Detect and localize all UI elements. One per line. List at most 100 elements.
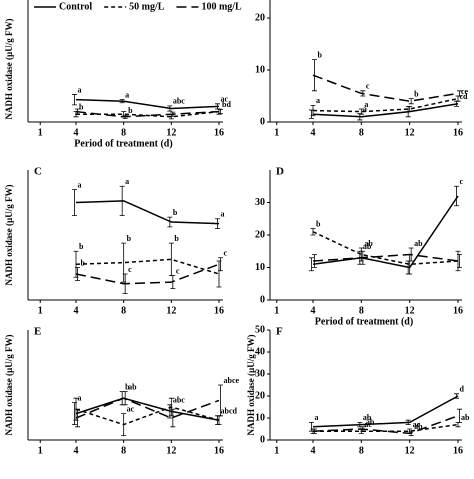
x-tick-label: 4 xyxy=(311,305,316,316)
y-tick-label: 10 xyxy=(255,262,265,273)
significance-letter: a xyxy=(315,413,319,422)
legend-label: 50 mg/L xyxy=(129,1,165,12)
significance-letter: ac xyxy=(127,404,135,413)
x-tick-label: 8 xyxy=(359,127,364,138)
series-line xyxy=(75,397,220,419)
error-bar xyxy=(122,273,128,294)
significance-letter: a xyxy=(221,210,225,219)
x-axis-title: Period of treatment (d) xyxy=(315,316,413,327)
significance-letter: ab xyxy=(366,418,375,427)
error-bar xyxy=(119,185,125,216)
significance-letter: a xyxy=(78,180,82,189)
error-bar xyxy=(312,59,317,92)
error-bar xyxy=(167,216,173,228)
legend-label: Control xyxy=(59,1,92,12)
series-line xyxy=(312,103,459,118)
x-tick-label: 8 xyxy=(121,305,126,316)
y-tick-label: 0 xyxy=(260,434,265,445)
x-tick-label: 16 xyxy=(453,305,463,316)
series-line xyxy=(75,263,220,285)
y-axis-title: NADH oxidase (µU/g FW) xyxy=(4,185,14,286)
significance-letter: bd xyxy=(222,100,231,109)
series-line xyxy=(75,397,220,421)
series-line xyxy=(312,395,459,428)
error-bar xyxy=(312,428,317,434)
series-line xyxy=(313,423,459,432)
significance-letter: b xyxy=(414,89,419,98)
error-bar xyxy=(407,106,413,112)
series-line xyxy=(75,110,220,118)
significance-letter: abc xyxy=(173,396,185,405)
error-bar xyxy=(457,408,462,423)
legend-label: 100 mg/L xyxy=(201,1,242,12)
error-bar xyxy=(72,189,77,216)
error-bar xyxy=(218,257,223,272)
y-tick-label: 10 xyxy=(255,64,265,75)
error-bar xyxy=(358,108,364,115)
error-bar xyxy=(122,114,128,119)
x-tick-label: 1 xyxy=(38,445,43,456)
x-tick-label: 8 xyxy=(359,305,364,316)
significance-letter: ac xyxy=(413,420,421,429)
significance-letter: ac xyxy=(364,420,372,429)
error-bar xyxy=(360,426,366,432)
error-bar xyxy=(121,413,127,436)
significance-letter: c xyxy=(460,177,464,186)
series-line xyxy=(312,253,459,262)
x-tick-label: 8 xyxy=(359,445,364,456)
significance-letter: a xyxy=(316,96,320,105)
significance-letter: a xyxy=(125,177,129,186)
error-bar xyxy=(360,250,366,265)
x-tick-label: 12 xyxy=(166,445,176,456)
x-tick-label: 4 xyxy=(311,445,316,456)
significance-letter: a xyxy=(125,90,129,99)
significance-letter: b xyxy=(125,382,130,391)
error-bar xyxy=(75,108,80,115)
significance-letter: b xyxy=(174,234,179,243)
y-tick-label: 30 xyxy=(255,368,265,379)
y-tick-label: 20 xyxy=(255,229,265,240)
significance-letter: d xyxy=(460,385,465,394)
significance-letter: abcd xyxy=(221,407,238,416)
y-tick-label: 40 xyxy=(255,346,265,357)
panel-label: D xyxy=(276,166,284,178)
error-bar xyxy=(309,257,314,272)
significance-letter: cd xyxy=(460,92,469,101)
x-tick-label: 16 xyxy=(453,445,463,456)
error-bar xyxy=(408,247,414,262)
x-tick-label: 12 xyxy=(405,445,415,456)
error-bar xyxy=(405,419,411,425)
significance-letter: ab xyxy=(461,413,470,422)
significance-letter: ab xyxy=(363,242,372,251)
error-bar xyxy=(170,408,176,428)
error-bar xyxy=(167,105,173,112)
significance-letter: b xyxy=(316,219,321,228)
significance-letter: ab xyxy=(363,413,372,422)
significance-letter: c xyxy=(176,266,180,275)
x-tick-label: 1 xyxy=(274,445,279,456)
error-bar xyxy=(454,393,459,399)
panel-label: E xyxy=(34,326,41,338)
x-tick-label: 1 xyxy=(274,127,279,138)
error-bar xyxy=(454,185,459,207)
y-tick-label: 20 xyxy=(255,390,265,401)
significance-letter: a xyxy=(78,85,82,94)
x-tick-label: 1 xyxy=(38,305,43,316)
significance-letter: a xyxy=(363,105,367,114)
x-tick-label: 16 xyxy=(453,127,463,138)
significance-letter: b xyxy=(128,106,133,115)
y-tick-label: 50 xyxy=(255,324,265,335)
error-bar xyxy=(457,90,462,97)
y-tick-label: 10 xyxy=(255,412,265,423)
x-tick-label: 16 xyxy=(214,305,224,316)
significance-letter: a xyxy=(364,100,368,109)
panel-label: F xyxy=(276,326,283,338)
significance-letter: b xyxy=(173,208,178,217)
significance-letter: ce xyxy=(461,87,469,96)
error-bar xyxy=(408,98,414,105)
error-bar xyxy=(170,275,176,290)
significance-letter: b xyxy=(79,102,84,111)
panel-label: C xyxy=(34,166,42,178)
series-line xyxy=(312,97,459,113)
